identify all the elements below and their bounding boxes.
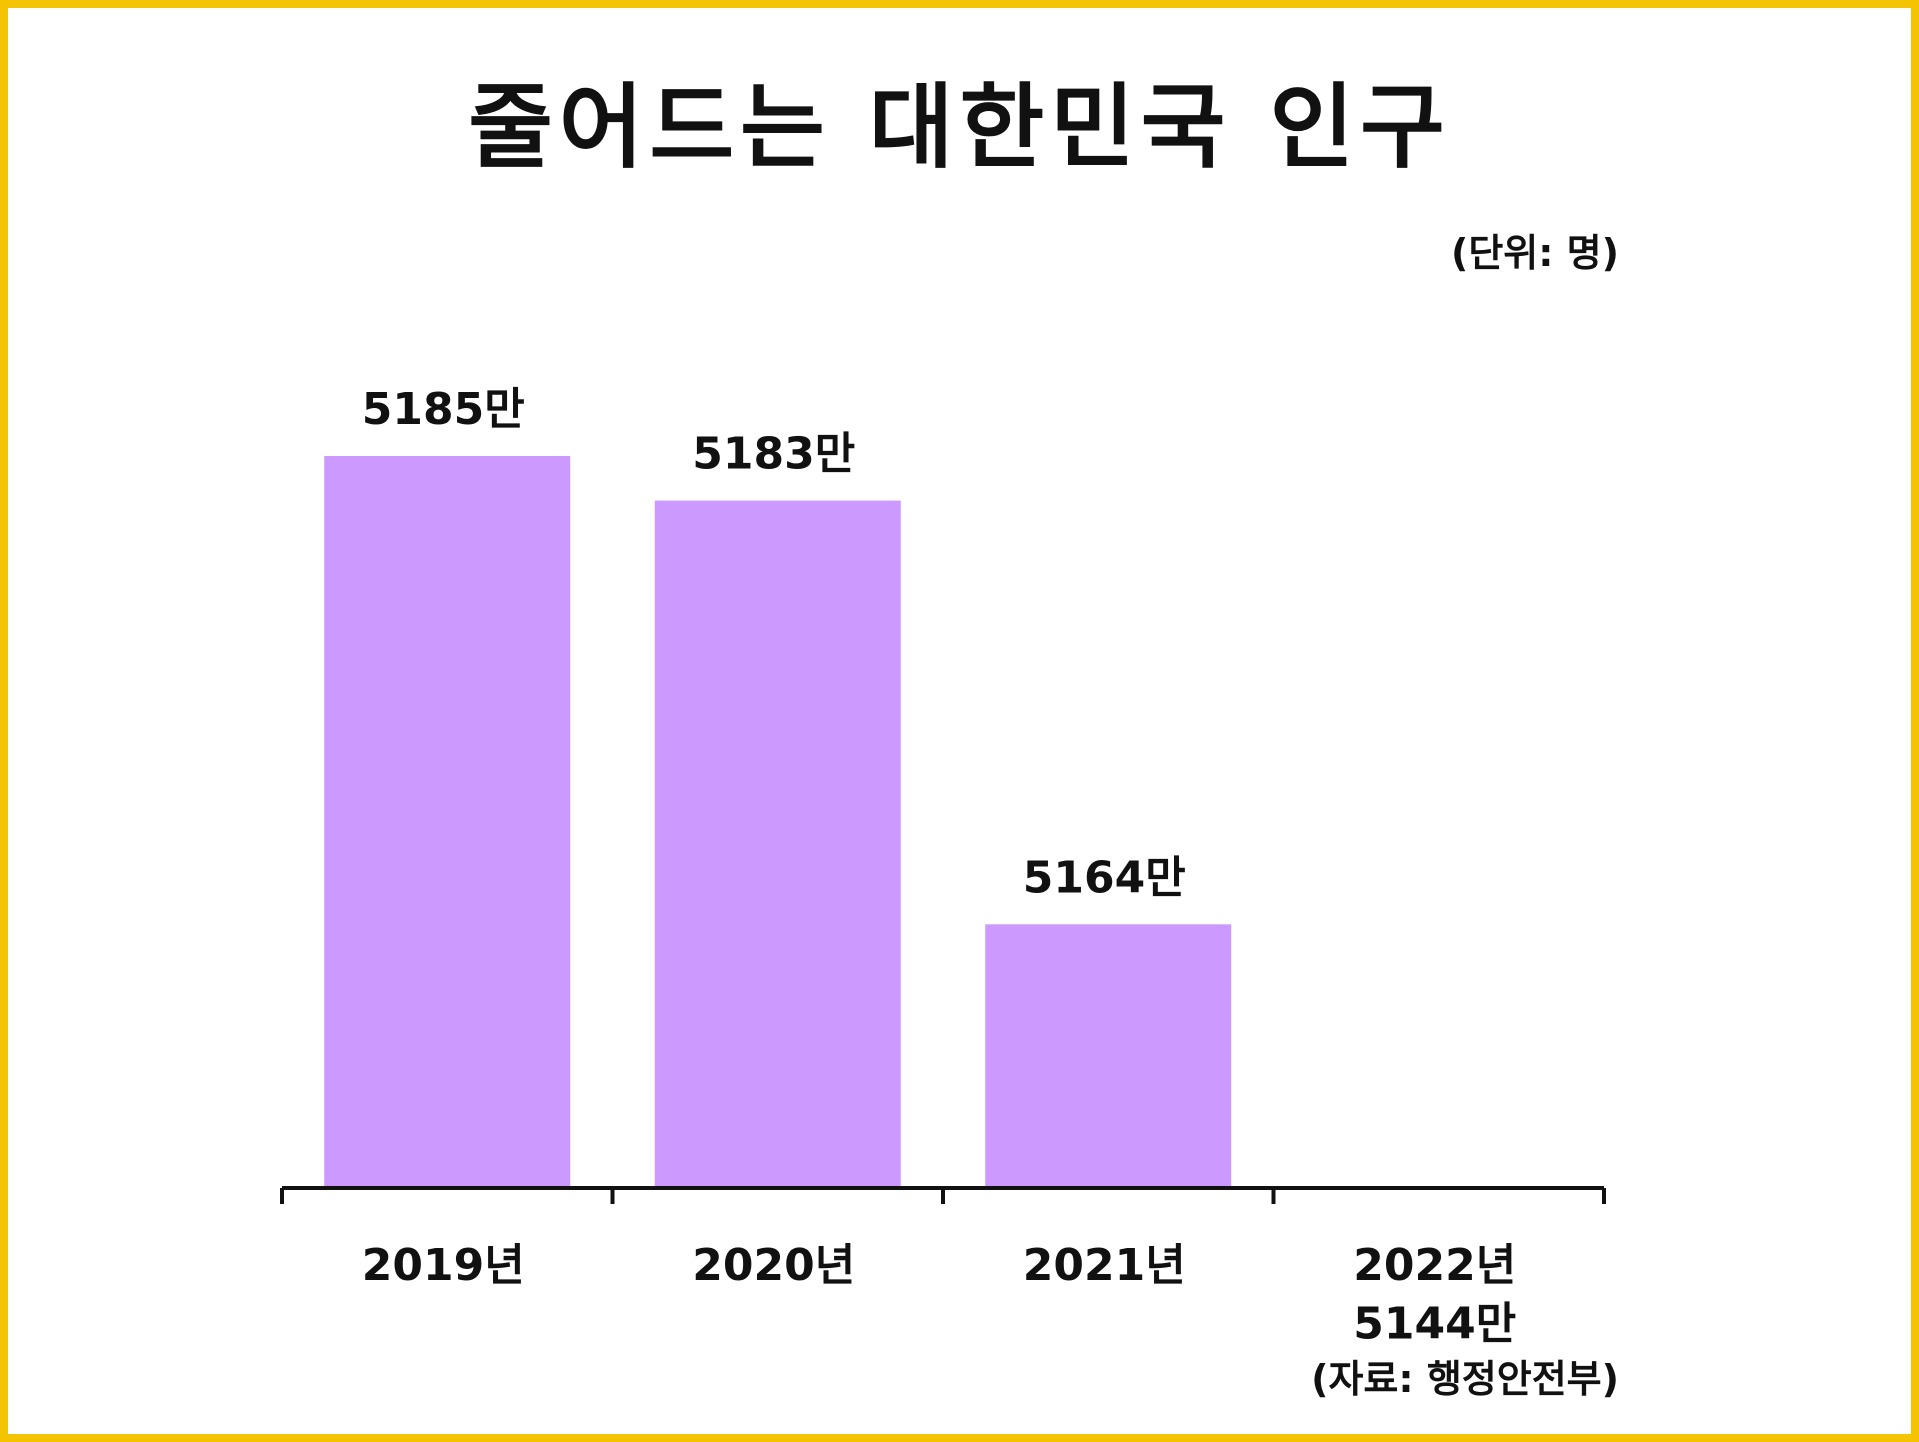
unit-note: (단위: 명) [1450,231,1619,275]
chart-title: 줄어드는 대한민국 인구 [468,74,1451,181]
x-tick-label-2021년: 2021년 [1023,1240,1186,1291]
bar-2020년 [654,500,901,1189]
bar-2019년 [324,456,571,1188]
x-axis [280,1186,1606,1204]
bar-2021년 [985,924,1232,1188]
value-label-2021년: 5164만 [1023,852,1186,903]
x-tick-label-2019년: 2019년 [362,1240,525,1291]
value-label-2022년: 5144만 [1353,1298,1516,1349]
value-label-2020년: 5183만 [692,429,855,480]
bars-group [324,456,1232,1189]
source-note: (자료: 행정안전부) [1311,1357,1619,1401]
x-tick-label-2020년: 2020년 [692,1240,855,1291]
value-label-2019년: 5185만 [362,384,525,435]
x-tick-label-2022년: 2022년 [1353,1240,1516,1291]
labels-group: 5185만 2019년 5183만 2020년 5164만 2021년 5144만 2022년 [362,384,1516,1349]
